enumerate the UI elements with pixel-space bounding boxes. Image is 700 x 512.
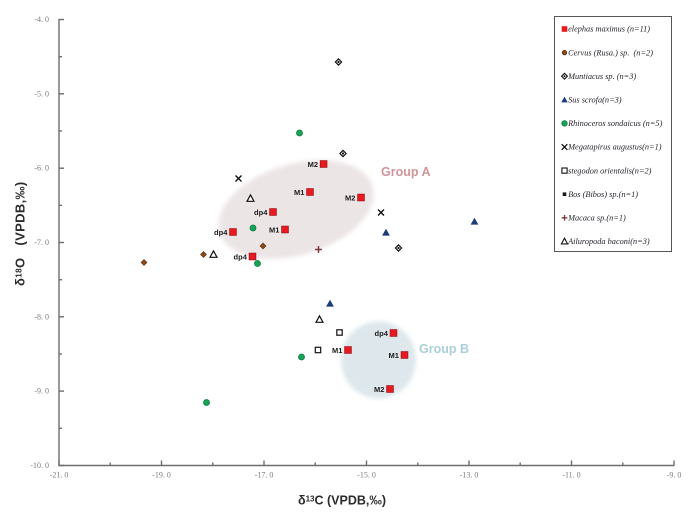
svg-text:Cervus (Rusa.) sp. (n=2): Cervus (Rusa.) sp. (n=2) (568, 48, 653, 57)
svg-text:dp4: dp4 (254, 208, 268, 217)
svg-text:-21. 0: -21. 0 (50, 471, 69, 480)
svg-text:elephas maximus (n=11): elephas maximus (n=11) (568, 25, 650, 34)
svg-text:-7. 0: -7. 0 (34, 238, 49, 247)
svg-text:Group B: Group B (419, 342, 469, 356)
svg-text:δ13C (VPDB,‰): δ13C (VPDB,‰) (298, 494, 386, 508)
svg-text:M1: M1 (332, 346, 342, 355)
svg-text:M2: M2 (308, 160, 318, 169)
svg-text:M1: M1 (294, 188, 304, 197)
svg-text:Group A: Group A (381, 165, 431, 179)
svg-text:-11. 0: -11. 0 (562, 471, 580, 480)
svg-text:dp4: dp4 (375, 329, 389, 338)
svg-text:M1: M1 (388, 351, 398, 360)
svg-text:Muntiacus sp. (n=3): Muntiacus sp. (n=3) (567, 72, 636, 81)
svg-text:Ailuropoda baconi(n=3): Ailuropoda baconi(n=3) (567, 237, 650, 246)
svg-text:Rhinoceros sondaicus (n=5): Rhinoceros sondaicus (n=5) (567, 119, 662, 128)
svg-text:-8. 0: -8. 0 (34, 312, 49, 321)
svg-text:-19. 0: -19. 0 (152, 471, 171, 480)
svg-text:dp4: dp4 (214, 228, 228, 237)
svg-text:Megatapirus augustus(n=1): Megatapirus augustus(n=1) (567, 143, 662, 152)
svg-text:-10. 0: -10. 0 (30, 461, 49, 470)
svg-text:-13. 0: -13. 0 (460, 471, 479, 480)
svg-text:stegodon orientalis(n=2): stegodon orientalis(n=2) (568, 166, 651, 175)
svg-text:M2: M2 (345, 193, 355, 202)
svg-text:-9. 0: -9. 0 (34, 387, 49, 396)
svg-text:-17. 0: -17. 0 (255, 471, 274, 480)
svg-text:M1: M1 (269, 225, 279, 234)
svg-text:-15. 0: -15. 0 (357, 471, 376, 480)
svg-text:Sus scrofa(n=3): Sus scrofa(n=3) (568, 96, 622, 105)
svg-text:-5. 0: -5. 0 (34, 89, 49, 98)
svg-text:Bos (Bibos) sp.(n=1): Bos (Bibos) sp.(n=1) (568, 190, 638, 199)
svg-text:-4. 0: -4. 0 (34, 15, 49, 24)
svg-text:dp4: dp4 (234, 252, 248, 261)
svg-text:-6. 0: -6. 0 (34, 164, 49, 173)
svg-text:δ18O (VPDB,‰): δ18O (VPDB,‰) (13, 181, 28, 286)
svg-text:Macaca sp.(n=1): Macaca sp.(n=1) (567, 214, 626, 223)
svg-text:-9. 0: -9. 0 (667, 471, 682, 480)
svg-text:M2: M2 (374, 385, 384, 394)
